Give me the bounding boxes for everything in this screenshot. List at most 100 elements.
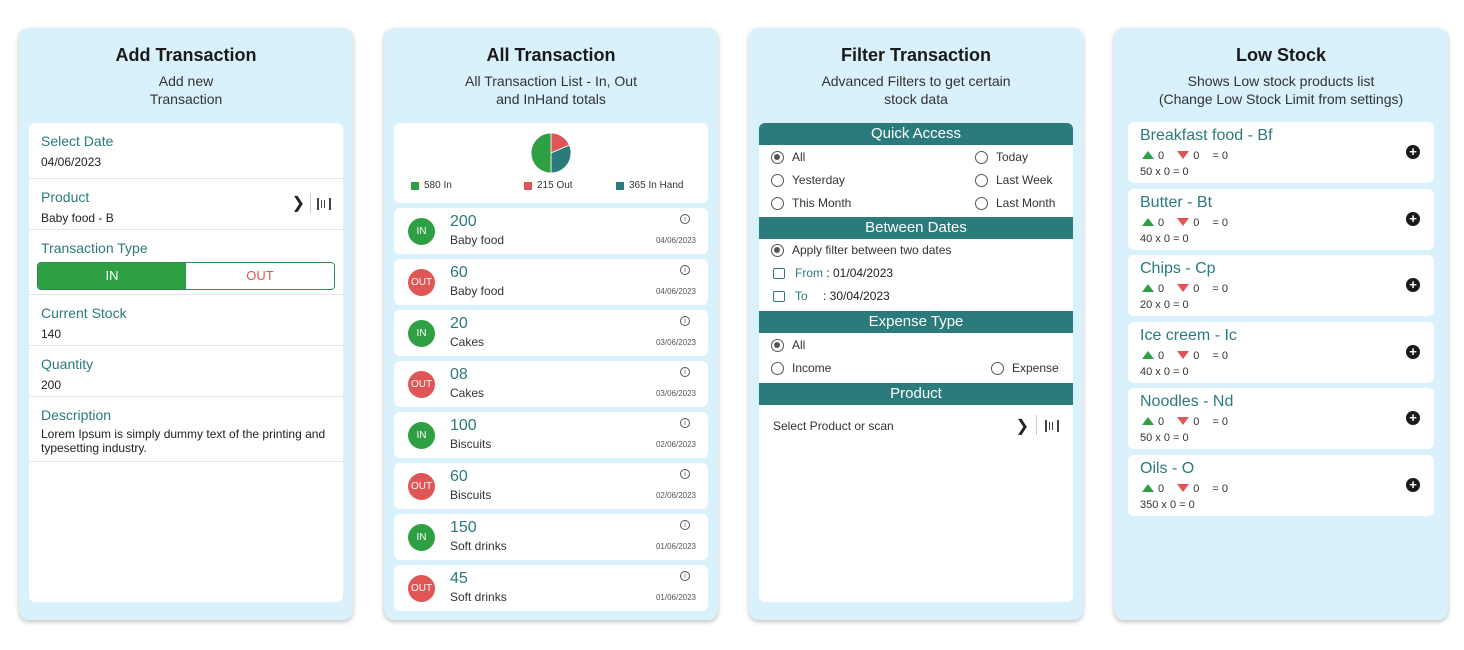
transaction-row[interactable]: OUT 45 Soft drinks i 01/06/2023 xyxy=(394,565,708,611)
radio-this-month[interactable]: This Month xyxy=(771,196,851,211)
subtitle-line: All Transaction List - In, Out xyxy=(465,73,637,89)
radio-on-icon xyxy=(771,244,784,258)
out-count: 0 xyxy=(1193,349,1200,362)
transaction-row[interactable]: IN 20 Cakes i 03/06/2023 xyxy=(394,310,708,356)
transaction-quantity: 08 xyxy=(450,366,468,383)
transaction-date: 04/06/2023 xyxy=(655,287,696,296)
info-icon[interactable]: i xyxy=(680,316,690,326)
radio-apply-filter[interactable]: Apply filter between two dates xyxy=(771,243,951,258)
subtitle-line: and InHand totals xyxy=(496,91,606,107)
add-circle-icon[interactable]: + xyxy=(1406,478,1420,492)
transaction-quantity: 60 xyxy=(450,468,468,485)
transaction-type-badge: OUT xyxy=(408,269,435,296)
stock-value: 140 xyxy=(41,327,62,341)
to-date-row[interactable]: To: 30/04/2023 xyxy=(759,285,1073,311)
arrow-down-icon xyxy=(1177,217,1190,226)
info-icon[interactable]: i xyxy=(680,265,690,275)
transaction-quantity: 20 xyxy=(450,315,468,332)
from-date-row[interactable]: From : 01/04/2023 xyxy=(759,262,1073,285)
radio-label: Expense xyxy=(1012,361,1059,375)
low-stock-item[interactable]: Noodles - Nd 0 0 = 0 50 x 0 = 0 + xyxy=(1128,388,1434,450)
transaction-product: Soft drinks xyxy=(450,590,507,604)
radio-off-icon xyxy=(771,197,784,211)
radio-last-week[interactable]: Last Week xyxy=(975,173,1052,188)
arrow-up-icon xyxy=(1142,484,1154,492)
product-label: Product xyxy=(41,189,90,205)
legend-in-hand: 365 In Hand xyxy=(616,180,684,191)
transaction-row[interactable]: OUT 08 Cakes i 03/06/2023 xyxy=(394,361,708,407)
radio-expense[interactable]: Expense xyxy=(991,361,1059,376)
description-label: Description xyxy=(41,407,112,423)
calendar-icon xyxy=(773,268,785,280)
transaction-type-badge: IN xyxy=(408,320,435,347)
transaction-row[interactable]: IN 100 Biscuits i 02/06/2023 xyxy=(394,412,708,458)
legend-swatch xyxy=(524,181,532,190)
info-icon[interactable]: i xyxy=(680,469,690,479)
low-stock-item[interactable]: Ice creem - Ic 0 0 = 0 40 x 0 = 0 + xyxy=(1128,321,1434,383)
radio-expense-all[interactable]: All xyxy=(771,338,805,353)
from-value: : 01/04/2023 xyxy=(826,266,894,280)
product-header: Product xyxy=(759,383,1073,405)
transaction-row[interactable]: IN 150 Soft drinks i 01/06/2023 xyxy=(394,514,708,560)
transaction-row[interactable]: OUT 60 Biscuits i 02/06/2023 xyxy=(394,463,708,509)
product-name: Butter - Bt xyxy=(1140,193,1213,211)
description-field[interactable]: Description Lorem Ipsum is simply dummy … xyxy=(29,397,343,462)
transaction-row[interactable]: OUT 60 Baby food i 04/06/2023 xyxy=(394,259,708,305)
type-label: Transaction Type xyxy=(41,240,148,256)
low-stock-item[interactable]: Oils - O 0 0 = 0 350 x 0 = 0 + xyxy=(1128,455,1434,516)
product-name: Noodles - Nd xyxy=(1140,393,1234,411)
subtitle-line: (Change Low Stock Limit from settings) xyxy=(1158,91,1404,107)
legend-swatch xyxy=(616,181,624,190)
type-out-button[interactable]: OUT xyxy=(186,263,334,289)
radio-last-month[interactable]: Last Month xyxy=(975,196,1055,211)
card-subtitle: All Transaction List - In, Out and InHan… xyxy=(384,72,718,108)
barcode-scan-icon[interactable] xyxy=(1045,420,1059,432)
chevron-right-icon[interactable]: ❯ xyxy=(291,195,305,212)
stock-calculation: 40 x 0 = 0 xyxy=(1140,365,1189,378)
radio-today[interactable]: Today xyxy=(975,150,1028,165)
product-name: Chips - Cp xyxy=(1140,260,1216,278)
transaction-product: Baby food xyxy=(450,233,505,247)
chevron-right-icon[interactable]: ❯ xyxy=(1015,418,1029,435)
add-circle-icon[interactable]: + xyxy=(1406,344,1420,359)
add-circle-icon[interactable]: + xyxy=(1406,145,1420,159)
stock-calculation: 350 x 0 = 0 xyxy=(1140,499,1195,511)
quantity-field[interactable]: Quantity 200 xyxy=(29,346,343,397)
transaction-type-badge: IN xyxy=(408,422,435,449)
subtitle-line: Shows Low stock products list xyxy=(1187,73,1375,89)
radio-row: All xyxy=(759,334,1073,357)
transaction-type-badge: OUT xyxy=(408,473,435,500)
product-field[interactable]: Product Baby food - B ❯ xyxy=(29,179,343,230)
net-count: = 0 xyxy=(1212,216,1228,229)
arrow-down-icon xyxy=(1177,484,1190,492)
pie-slice-in xyxy=(530,132,552,174)
add-circle-icon[interactable]: + xyxy=(1406,211,1420,226)
stock-movement: 0 0 = 0 xyxy=(1142,483,1228,495)
low-stock-card: Low Stock Shows Low stock products list … xyxy=(1114,28,1448,620)
legend-swatch xyxy=(411,181,419,190)
date-field[interactable]: Select Date 04/06/2023 xyxy=(29,123,343,179)
info-icon[interactable]: i xyxy=(680,418,690,428)
info-icon[interactable]: i xyxy=(680,571,690,581)
barcode-scan-icon[interactable] xyxy=(317,198,331,210)
filter-panel: Quick Access All Today Yesterday Last We… xyxy=(759,123,1073,602)
arrow-up-icon xyxy=(1142,417,1154,426)
info-icon[interactable]: i xyxy=(680,367,690,377)
low-stock-item[interactable]: Chips - Cp 0 0 = 0 20 x 0 = 0 + xyxy=(1128,255,1434,317)
card-title: Add Transaction xyxy=(115,45,257,65)
transaction-date: 02/06/2023 xyxy=(655,491,696,500)
product-select[interactable]: Select Product or scan ❯ xyxy=(759,405,1073,445)
low-stock-item[interactable]: Breakfast food - Bf 0 0 = 0 50 x 0 = 0 + xyxy=(1128,122,1434,183)
transaction-row[interactable]: IN 200 Baby food i 04/06/2023 xyxy=(394,208,708,254)
add-circle-icon[interactable]: + xyxy=(1406,278,1420,293)
radio-off-icon xyxy=(991,362,1004,376)
radio-income[interactable]: Income xyxy=(771,361,831,376)
info-icon[interactable]: i xyxy=(680,520,690,530)
add-circle-icon[interactable]: + xyxy=(1406,411,1420,426)
card-subtitle: Shows Low stock products list (Change Lo… xyxy=(1114,72,1448,108)
info-icon[interactable]: i xyxy=(680,214,690,224)
low-stock-item[interactable]: Butter - Bt 0 0 = 0 40 x 0 = 0 + xyxy=(1128,188,1434,250)
type-in-button[interactable]: IN xyxy=(38,263,186,289)
radio-yesterday[interactable]: Yesterday xyxy=(771,173,845,188)
radio-all[interactable]: All xyxy=(771,150,805,165)
